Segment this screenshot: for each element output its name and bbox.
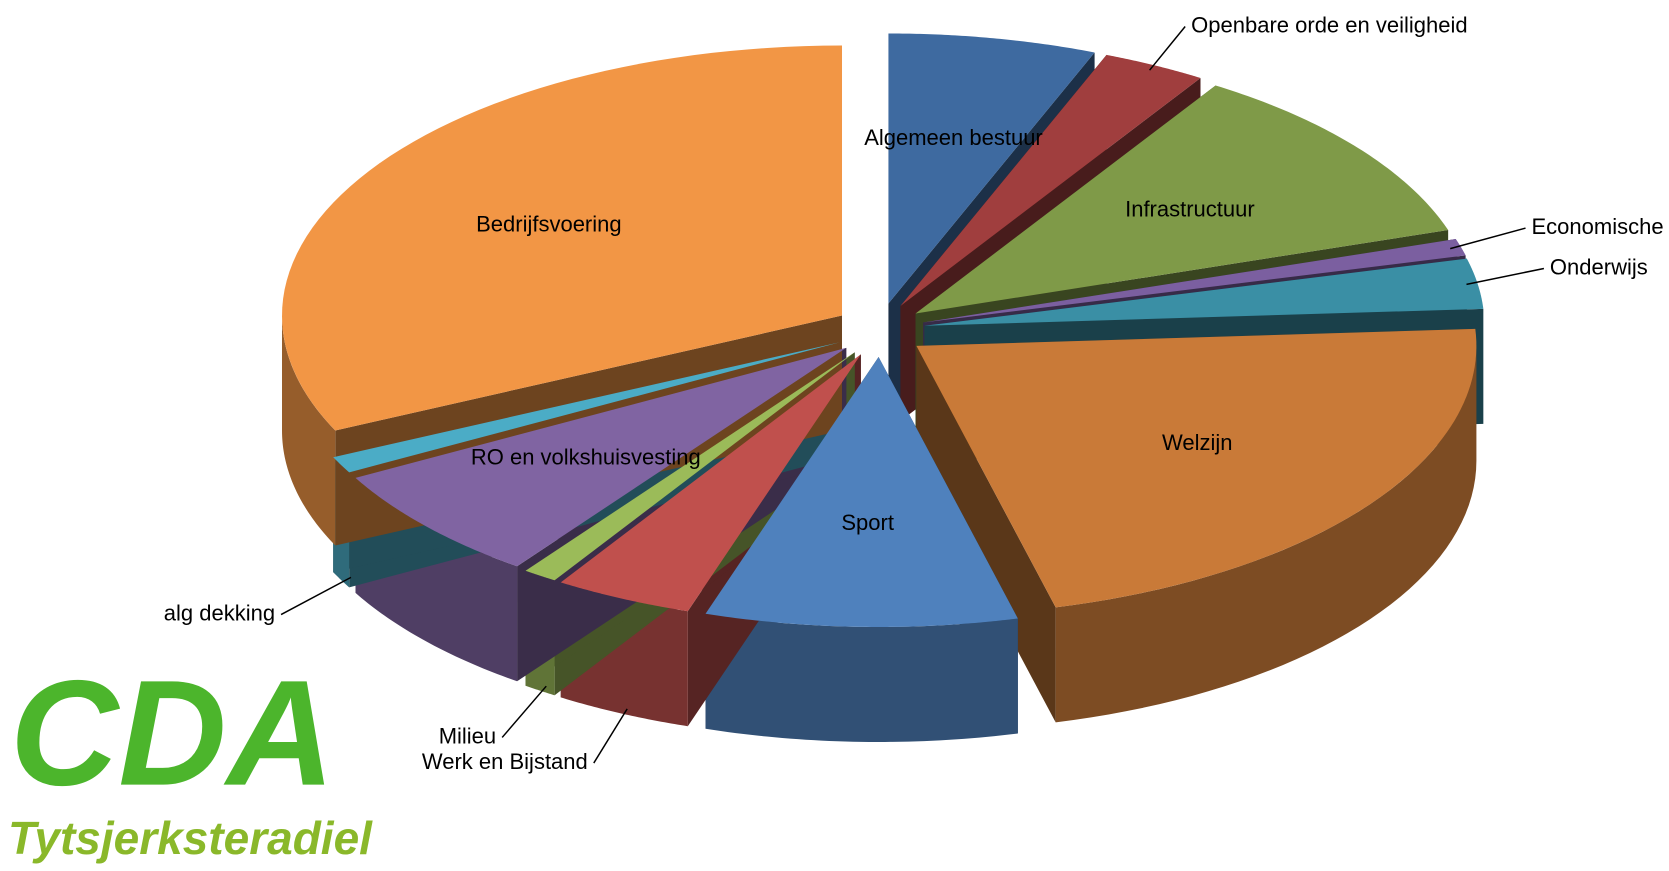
labels: Algemeen bestuur Openbare orde en veiligh… — [164, 12, 1669, 774]
slice — [915, 85, 1449, 314]
slice — [916, 328, 1477, 608]
slice-label: Bedrijfsvoering — [476, 212, 622, 237]
slice-label: Infrastructuur — [1125, 197, 1255, 222]
leader-line — [501, 685, 547, 738]
slice-label: Economische zaken — [1532, 214, 1669, 239]
logo-subtitle: Tytsjerksteradiel — [8, 812, 373, 864]
slice-label: Werk en Bijstand — [422, 749, 588, 774]
slice — [355, 347, 847, 567]
slice — [282, 45, 843, 431]
slice-label: Onderwijs — [1550, 254, 1648, 279]
slice — [888, 33, 1095, 304]
slice — [705, 356, 1018, 627]
leader-line — [1450, 227, 1526, 250]
slice — [560, 354, 861, 612]
slice-label: Milieu — [439, 723, 496, 748]
slice — [923, 239, 1466, 323]
slice-label: RO en volkshuisvesting — [471, 444, 701, 469]
leader-line — [1148, 26, 1186, 71]
slice-side — [916, 345, 1056, 723]
slice-wall — [1055, 345, 1477, 723]
slice-wall — [282, 315, 336, 546]
pie — [282, 33, 1484, 742]
logo-title: CDA — [10, 649, 335, 817]
leader-line — [593, 708, 628, 764]
slice-label: Sport — [841, 510, 894, 535]
slice — [900, 54, 1201, 306]
slice-label: Algemeen bestuur — [864, 125, 1043, 150]
slice-wall — [705, 613, 1018, 742]
slice-label: Openbare orde en veiligheid — [1191, 12, 1467, 37]
slice-label: alg dekking — [164, 600, 275, 625]
leader-line — [1466, 267, 1545, 286]
slice — [333, 342, 840, 473]
slice-tops — [282, 33, 1484, 627]
slice-label: Welzijn — [1162, 430, 1233, 455]
slice — [525, 352, 855, 581]
leader-line — [280, 576, 352, 616]
slice — [924, 258, 1484, 326]
